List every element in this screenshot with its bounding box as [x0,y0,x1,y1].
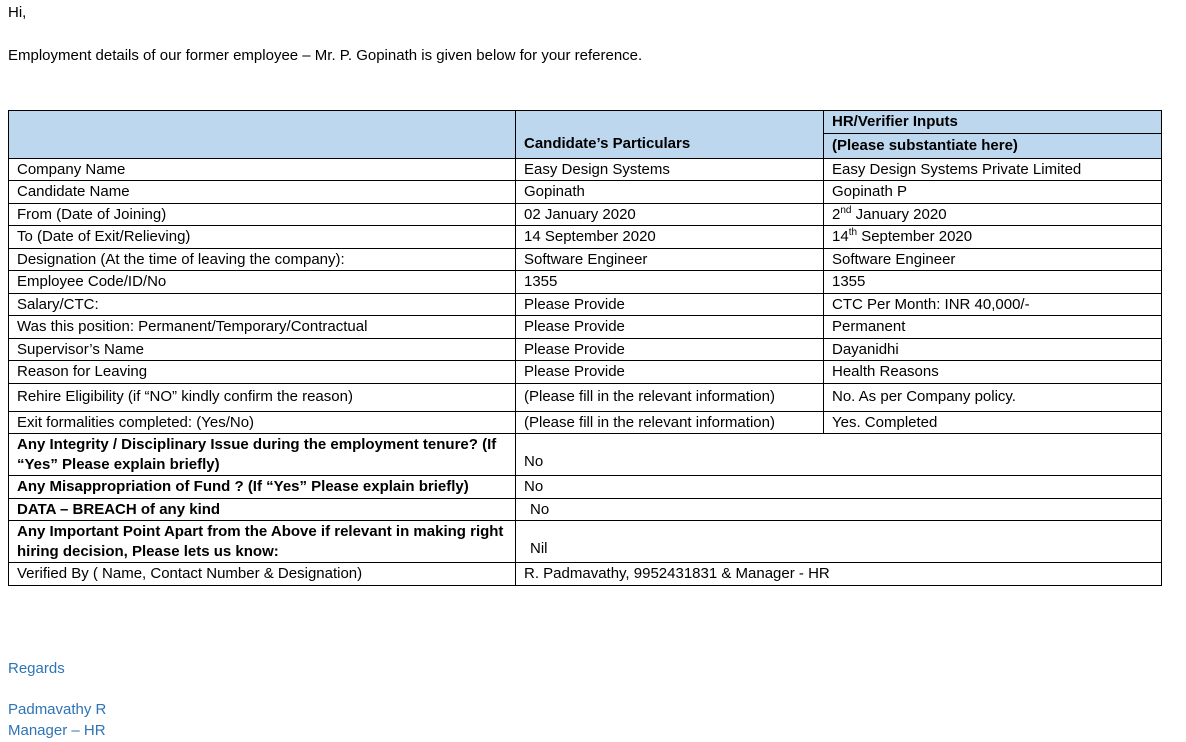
row-label: Verified By ( Name, Contact Number & Des… [8,562,516,586]
intro-text: Employment details of our former employe… [8,47,643,64]
verifier-cell: Health Reasons [823,360,1162,384]
row-label: Any Important Point Apart from the Above… [8,520,516,563]
employment-details-table-container: Candidate’s Particulars HR/Verifier Inpu… [8,110,1162,586]
verifier-cell: 1355 [823,270,1162,294]
merged-answer-cell: R. Padmavathy, 9952431831 & Manager - HR [515,562,1162,586]
row-label: Rehire Eligibility (if “NO” kindly confi… [8,382,516,412]
candidate-cell: 1355 [515,270,824,294]
row-label: Company Name [8,157,516,181]
candidate-cell: (Please fill in the relevant information… [515,382,824,412]
merged-answer-cell: No [515,475,1162,499]
row-label: Was this position: Permanent/Temporary/C… [8,315,516,339]
header-hr-verifier-inputs: HR/Verifier Inputs [823,110,1162,134]
verifier-cell: Gopinath P [823,180,1162,204]
row-company-name: Company Name Easy Design Systems Easy De… [8,157,1162,181]
row-label: Any Integrity / Disciplinary Issue durin… [8,433,516,476]
candidate-cell: Easy Design Systems [515,157,824,181]
verifier-cell: Yes. Completed [823,410,1162,434]
row-label: Any Misappropriation of Fund ? (If “Yes”… [8,475,516,499]
row-label: Exit formalities completed: (Yes/No) [8,410,516,434]
header-candidate-particulars: Candidate’s Particulars [515,110,824,159]
row-label: Salary/CTC: [8,292,516,316]
merged-answer-cell: No [515,497,1162,521]
header-blank-cell [8,110,516,159]
row-label: Supervisor’s Name [8,337,516,361]
merged-answer-cell: No [515,433,1162,476]
row-exit-formalities: Exit formalities completed: (Yes/No) (Pl… [8,410,1162,434]
signature-title: Manager – HR [8,722,106,739]
row-candidate-name: Candidate Name Gopinath Gopinath P [8,180,1162,204]
employment-details-table: Candidate’s Particulars HR/Verifier Inpu… [8,110,1162,586]
greeting-text: Hi, [8,4,27,21]
row-rehire-eligibility: Rehire Eligibility (if “NO” kindly confi… [8,382,1162,412]
row-label: Employee Code/ID/No [8,270,516,294]
candidate-cell: Gopinath [515,180,824,204]
row-label: To (Date of Exit/Relieving) [8,225,516,249]
row-supervisor-name: Supervisor’s Name Please Provide Dayanid… [8,337,1162,361]
verifier-cell: Dayanidhi [823,337,1162,361]
row-position-type: Was this position: Permanent/Temporary/C… [8,315,1162,339]
verifier-cell: Easy Design Systems Private Limited [823,157,1162,181]
ordinal-superscript: th [848,227,858,238]
row-label: From (Date of Joining) [8,202,516,226]
ordinal-superscript: nd [840,204,852,216]
email-signature: Regards Padmavathy R Manager – HR [8,658,106,741]
header-row-1: Candidate’s Particulars HR/Verifier Inpu… [8,110,1162,159]
row-salary-ctc: Salary/CTC: Please Provide CTC Per Month… [8,292,1162,316]
candidate-cell: Please Provide [515,315,824,339]
verifier-cell: No. As per Company policy. [823,382,1162,412]
row-label: Designation (At the time of leaving the … [8,247,516,271]
candidate-cell: Please Provide [515,292,824,316]
email-intro: Hi, Employment details of our former emp… [8,3,642,66]
row-designation: Designation (At the time of leaving the … [8,247,1162,271]
row-important-point: Any Important Point Apart from the Above… [8,520,1162,563]
signature-name: Padmavathy R [8,701,107,718]
row-date-of-exit: To (Date of Exit/Relieving) 14 September… [8,225,1162,249]
row-date-of-joining: From (Date of Joining) 02 January 2020 2… [8,202,1162,226]
row-reason-for-leaving: Reason for Leaving Please Provide Health… [8,360,1162,384]
row-verified-by: Verified By ( Name, Contact Number & Des… [8,562,1162,586]
row-label: Reason for Leaving [8,360,516,384]
candidate-cell: 14 September 2020 [515,225,824,249]
verifier-cell: Software Engineer [823,247,1162,271]
candidate-cell: (Please fill in the relevant information… [515,410,824,434]
row-data-breach: DATA – BREACH of any kind No [8,497,1162,521]
row-label: Candidate Name [8,180,516,204]
header-row-2: (Please substantiate here) [9,132,1162,159]
candidate-cell: Software Engineer [515,247,824,271]
verifier-cell: Permanent [823,315,1162,339]
candidate-cell: Please Provide [515,337,824,361]
verifier-cell: 14th September 2020 [823,225,1162,249]
merged-answer-cell: Nil [515,520,1162,563]
row-employee-code: Employee Code/ID/No 1355 1355 [8,270,1162,294]
signature-regards: Regards [8,660,65,677]
verifier-cell: 2nd January 2020 [823,202,1162,226]
row-misappropriation: Any Misappropriation of Fund ? (If “Yes”… [8,475,1162,499]
candidate-cell: 02 January 2020 [515,202,824,226]
row-label: DATA – BREACH of any kind [8,497,516,521]
header-please-substantiate: (Please substantiate here) [823,132,1162,159]
candidate-cell: Please Provide [515,360,824,384]
verifier-cell: CTC Per Month: INR 40,000/- [823,292,1162,316]
row-integrity-issue: Any Integrity / Disciplinary Issue durin… [8,433,1162,476]
